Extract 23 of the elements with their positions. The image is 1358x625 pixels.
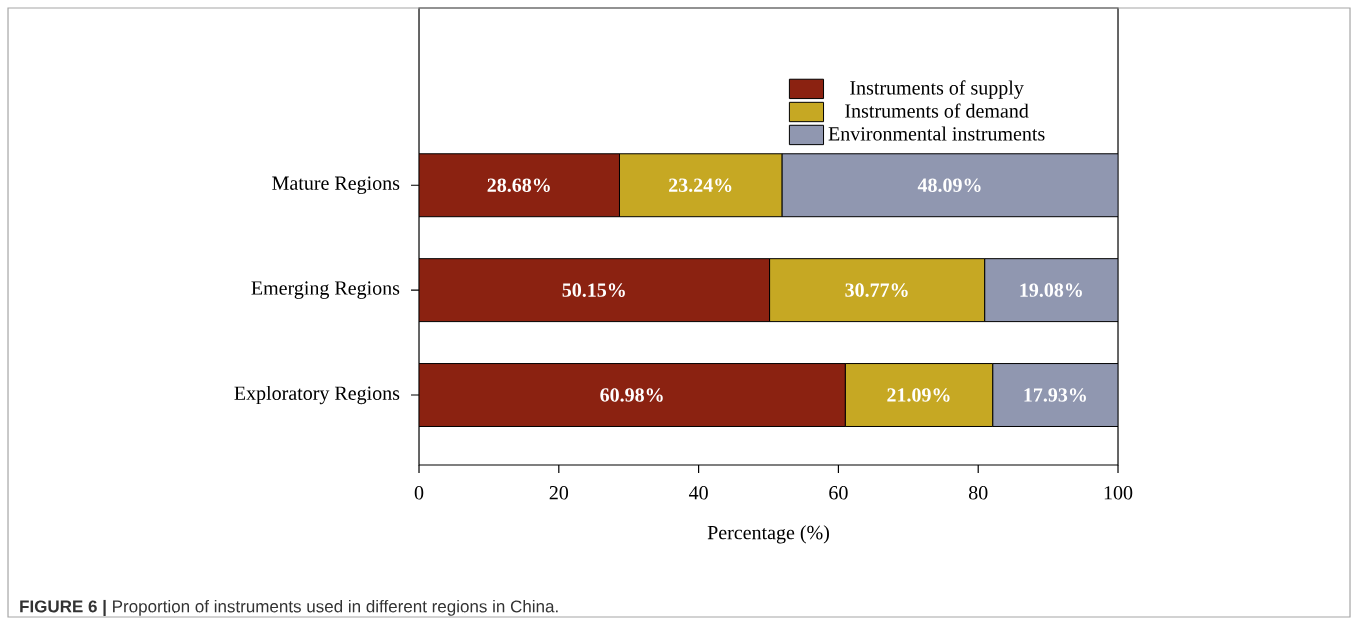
x-tick-label: 20 <box>549 486 569 500</box>
x-tick-label: 60 <box>829 486 848 500</box>
legend-label: Environmental instruments <box>828 126 1045 141</box>
legend-label: Instruments of supply <box>850 80 1024 99</box>
data-label: 19.08% <box>1020 283 1082 297</box>
legend-label: Instruments of demand <box>845 103 1029 118</box>
data-label: 30.77% <box>845 283 908 297</box>
x-tick-label: 40 <box>688 486 708 500</box>
data-label: 60.98% <box>600 388 663 402</box>
data-label: 50.15% <box>562 283 625 297</box>
data-label: 23.24% <box>669 178 732 193</box>
data-label: 48.09% <box>917 178 981 193</box>
y-tick-label: Exploratory Regions <box>234 385 400 405</box>
data-label: 28.68% <box>487 178 550 193</box>
data-label: 21.09% <box>887 388 950 402</box>
y-tick-label: Emerging Regions <box>251 281 400 299</box>
data-label: 17.93% <box>1024 388 1086 402</box>
text: FIGURE 6 | Proportion of instruments used in different regions in China. <box>20 599 558 617</box>
x-tick-label: 80 <box>968 486 988 500</box>
y-tick-label: Mature Regions <box>272 176 400 195</box>
x-tick-label: 100 <box>1104 486 1133 500</box>
x-axis-title: Percentage (%) <box>707 525 829 544</box>
x-tick-label: 0 <box>414 486 424 500</box>
